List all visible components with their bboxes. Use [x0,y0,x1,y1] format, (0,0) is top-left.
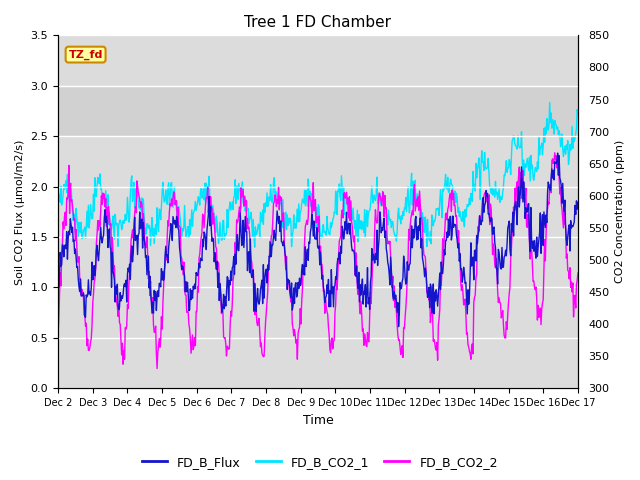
Title: Tree 1 FD Chamber: Tree 1 FD Chamber [244,15,392,30]
Legend: FD_B_Flux, FD_B_CO2_1, FD_B_CO2_2: FD_B_Flux, FD_B_CO2_1, FD_B_CO2_2 [137,451,503,474]
Y-axis label: CO2 Concentration (ppm): CO2 Concentration (ppm) [615,140,625,284]
Text: TZ_fd: TZ_fd [68,49,103,60]
Y-axis label: Soil CO2 Flux (μmol/m2/s): Soil CO2 Flux (μmol/m2/s) [15,139,25,285]
X-axis label: Time: Time [303,414,333,427]
Bar [58,86,578,136]
